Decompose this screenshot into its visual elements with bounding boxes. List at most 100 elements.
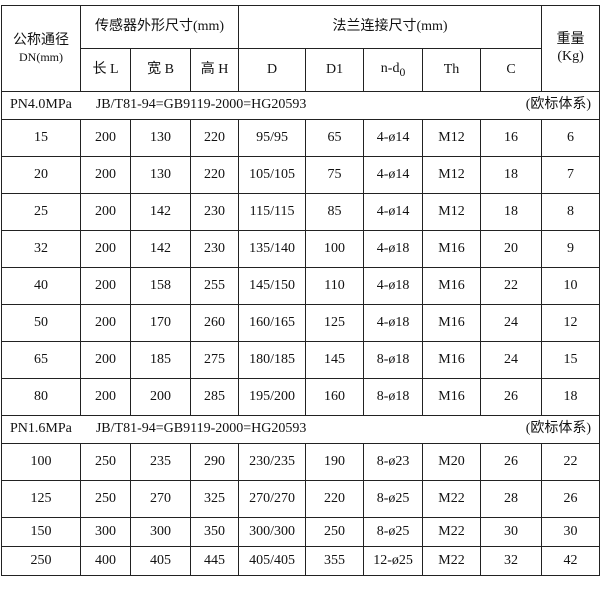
cell: 24 [480,304,543,342]
cell: 115/115 [238,193,307,231]
cell: 4-ø14 [363,156,424,194]
cell: 180/185 [238,341,307,379]
pressure: PN1.6MPa [10,421,72,437]
table-row: 20 200 130 220 105/105 75 4-ø14 M12 18 7 [1,156,600,194]
dn-header: 公称通径 DN(mm) [1,5,81,92]
col-c: C [480,48,543,92]
table-row: 32 200 142 230 135/140 100 4-ø18 M16 20 9 [1,230,600,268]
cell: 400 [80,546,131,576]
cell: 200 [80,378,131,416]
cell: 250 [80,480,131,518]
cell: 8-ø25 [363,517,424,547]
cell: 4-ø18 [363,304,424,342]
col-h: 高 H [189,48,240,92]
pressure: PN4.0MPa [10,97,72,113]
cell: 285 [189,378,240,416]
weight-header: 重量 (Kg) [541,5,600,92]
flange-header: 法兰连接尺寸(mm) [238,5,543,49]
cell: 105/105 [238,156,307,194]
cell: M20 [422,443,482,481]
cell: 65 [1,341,81,379]
cell: 26 [480,443,543,481]
cell: 200 [80,304,131,342]
cell: 16 [480,119,543,157]
cell: 235 [130,443,191,481]
cell: 18 [480,193,543,231]
cell: 110 [305,267,365,305]
cell: 325 [189,480,240,518]
cell: 145 [305,341,365,379]
cell: 158 [130,267,191,305]
cell: 95/95 [238,119,307,157]
cell: 22 [541,443,600,481]
cell: 150 [1,517,81,547]
cell: 220 [189,119,240,157]
cell: 8-ø18 [363,378,424,416]
cell: 200 [80,341,131,379]
cell: 445 [189,546,240,576]
table-row: 80 200 200 285 195/200 160 8-ø18 M16 26 18 [1,378,600,416]
cell: 145/150 [238,267,307,305]
section-header: PN4.0MPa JB/T81-94=GB9119-2000=HG20593 (欧标… [0,91,600,120]
cell: M12 [422,156,482,194]
cell: M22 [422,480,482,518]
cell: 65 [305,119,365,157]
system: (欧标体系) [525,97,592,113]
cell: 22 [480,267,543,305]
table-row: 40 200 158 255 145/150 110 4-ø18 M16 22 10 [1,267,600,305]
cell: 125 [305,304,365,342]
cell: 270 [130,480,191,518]
cell: 85 [305,193,365,231]
col-l: 长 L [80,48,131,92]
cell: 130 [130,119,191,157]
dn-label: 公称通径 [13,32,69,48]
cell: 230/235 [238,443,307,481]
sensor-header: 传感器外形尺寸(mm) [79,5,240,49]
cell: 125 [1,480,81,518]
cell: 250 [305,517,365,547]
cell: 30 [480,517,543,547]
cell: 50 [1,304,81,342]
cell: 185 [130,341,191,379]
cell: 160 [305,378,365,416]
table-row: 150 300 300 350 300/300 250 8-ø25 M22 30 30 [1,517,600,547]
cell: 8-ø25 [363,480,424,518]
cell: 190 [305,443,365,481]
standard: JB/T81-94=GB9119-2000=HG20593 [95,97,307,113]
cell: 220 [305,480,365,518]
cell: 75 [305,156,365,194]
cell: 200 [80,119,131,157]
table-row: 50 200 170 260 160/165 125 4-ø18 M16 24 12 [1,304,600,342]
col-nd: n-d0 [363,48,424,92]
cell: 230 [189,230,240,268]
cell: 230 [189,193,240,231]
spec-table: 公称通径 DN(mm) 传感器外形尺寸(mm) 法兰连接尺寸(mm) 重量 (Kg)… [0,5,600,576]
cell: 250 [1,546,81,576]
cell: 4-ø14 [363,193,424,231]
cell: 15 [1,119,81,157]
cell: 30 [541,517,600,547]
cell: 270/270 [238,480,307,518]
cell: M12 [422,119,482,157]
cell: 160/165 [238,304,307,342]
cell: M16 [422,378,482,416]
col-d: D [238,48,307,92]
table-row: 125 250 270 325 270/270 220 8-ø25 M22 28 26 [1,480,600,518]
cell: 12-ø25 [363,546,424,576]
cell: 200 [80,230,131,268]
section-header: PN1.6MPa JB/T81-94=GB9119-2000=HG20593 (欧标… [0,415,600,444]
cell: 170 [130,304,191,342]
cell: 350 [189,517,240,547]
section-row: PN1.6MPa JB/T81-94=GB9119-2000=HG20593 (欧标… [0,415,600,444]
weight-unit: (Kg) [557,48,584,64]
cell: M16 [422,230,482,268]
standard: JB/T81-94=GB9119-2000=HG20593 [95,421,307,437]
cell: M22 [422,546,482,576]
cell: 4-ø18 [363,230,424,268]
cell: 100 [305,230,365,268]
cell: 15 [541,341,600,379]
weight-label: 重量 [556,31,585,47]
cell: 220 [189,156,240,194]
cell: 7 [541,156,600,194]
table-row: 250 400 405 445 405/405 355 12-ø25 M22 32 42 [1,546,600,576]
